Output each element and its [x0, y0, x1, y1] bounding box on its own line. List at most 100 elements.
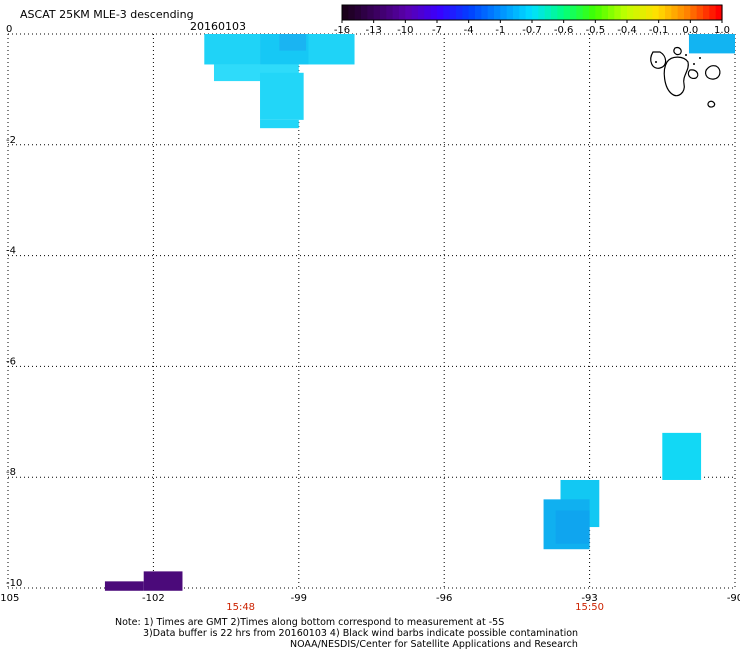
- colorbar-segment: [608, 5, 615, 20]
- x-tick-label: -90: [727, 593, 740, 604]
- colorbar-segment: [443, 5, 451, 20]
- y-tick-label: 0: [6, 24, 12, 35]
- colorbar: -16 -13 -10 -7 -4 -1 -0.7 -0.6 -0.5 -0.4 -0.1 0.0 1.…: [334, 4, 730, 36]
- y-tick-label: -2: [6, 135, 16, 146]
- colorbar-segment: [449, 5, 457, 20]
- swath-cell: [260, 72, 304, 120]
- colorbar-segment: [513, 5, 520, 20]
- colorbar-label: -0.4: [617, 25, 637, 36]
- x-tick-label: -105: [0, 593, 19, 604]
- y-tick-label: -4: [6, 246, 16, 257]
- colorbar-segment: [570, 5, 577, 20]
- colorbar-segment: [424, 5, 432, 20]
- x-tick-label: -102: [142, 593, 165, 604]
- swath-cell: [688, 34, 735, 54]
- swath-cell: [662, 432, 702, 480]
- colorbar-segment: [475, 5, 482, 20]
- swath-cell: [279, 34, 307, 51]
- galapagos-coastline: [650, 46, 721, 108]
- colorbar-segment: [690, 5, 698, 20]
- y-tick-label: -6: [6, 356, 16, 367]
- swath-cell: [104, 581, 144, 591]
- colorbar-segment: [418, 5, 425, 20]
- colorbar-segment: [481, 5, 489, 20]
- colorbar-segment: [677, 5, 685, 20]
- colorbar-segment: [646, 5, 653, 20]
- colorbar-segment: [456, 5, 463, 20]
- colorbar-segment: [354, 5, 362, 20]
- colorbar-segment: [652, 5, 660, 20]
- colorbar-segment: [348, 5, 356, 20]
- colorbar-segment: [709, 5, 717, 20]
- graticule: [7, 33, 736, 589]
- colorbar-segment: [506, 5, 514, 20]
- credit-line: NOAA/NESDIS/Center for Satellite Applica…: [290, 639, 578, 650]
- colorbar-segment: [487, 5, 495, 20]
- colorbar-segment: [399, 5, 406, 20]
- x-tick-label: -99: [291, 593, 307, 604]
- swath-cell: [308, 34, 355, 65]
- colorbar-segment: [544, 5, 552, 20]
- colorbar-label: -0.6: [554, 25, 574, 36]
- colorbar-segment: [367, 5, 375, 20]
- colorbar-segment: [392, 5, 400, 20]
- footnote-line-2: 3)Data buffer is 22 hrs from 20160103 4)…: [143, 628, 578, 639]
- colorbar-label: 0.0: [682, 25, 698, 36]
- colorbar-segment: [538, 5, 546, 20]
- colorbar-segment: [665, 5, 672, 20]
- colorbar-segment: [411, 5, 419, 20]
- colorbar-segment: [563, 5, 571, 20]
- colorbar-segment: [627, 5, 634, 20]
- colorbar-segment: [500, 5, 508, 20]
- y-tick-label: -8: [6, 467, 16, 478]
- colorbar-label: -16: [334, 25, 350, 36]
- colorbar-label: -4: [464, 25, 474, 36]
- colorbar-segment: [557, 5, 565, 20]
- colorbar-label: 1.0: [714, 25, 730, 36]
- colorbar-segment: [386, 5, 394, 20]
- colorbar-label: -7: [432, 25, 442, 36]
- colorbar-segment: [620, 5, 628, 20]
- colorbar-segment: [405, 5, 413, 20]
- figure-title: ASCAT 25KM MLE-3 descending: [20, 8, 194, 21]
- figure-date: 20160103: [190, 20, 246, 33]
- colorbar-label: -13: [365, 25, 381, 36]
- colorbar-segment: [601, 5, 609, 20]
- swath-cell: [204, 34, 261, 65]
- time-label: 15:48: [226, 602, 255, 613]
- colorbar-segment: [715, 5, 723, 20]
- colorbar-segment: [342, 5, 349, 20]
- footnote-line-1: Note: 1) Times are GMT 2)Times along bot…: [115, 617, 504, 628]
- swath-cell: [260, 119, 299, 129]
- x-tick-label: -96: [436, 593, 452, 604]
- colorbar-segment: [633, 5, 641, 20]
- colorbar-segment: [494, 5, 501, 20]
- colorbar-segment: [380, 5, 387, 20]
- colorbar-segment: [576, 5, 584, 20]
- colorbar-segment: [639, 5, 647, 20]
- colorbar-label: -10: [397, 25, 413, 36]
- colorbar-label: -0.7: [522, 25, 542, 36]
- colorbar-segment: [595, 5, 603, 20]
- colorbar-label: -0.5: [586, 25, 606, 36]
- colorbar-segment: [462, 5, 470, 20]
- colorbar-segment: [430, 5, 438, 20]
- colorbar-label: -1: [495, 25, 505, 36]
- time-label: 15:50: [575, 602, 604, 613]
- y-tick-label: -10: [6, 578, 22, 589]
- colorbar-segment: [373, 5, 381, 20]
- axis-tick-labels: -105 -102 -99 -96 -93 -90 0 -2 -4 -6 -8 -10: [0, 24, 740, 604]
- colorbar-segment: [658, 5, 666, 20]
- time-labels: 15:48 15:50: [226, 602, 604, 613]
- colorbar-segment: [437, 5, 444, 20]
- colorbar-segment: [684, 5, 691, 20]
- colorbar-segment: [468, 5, 476, 20]
- colorbar-label: -0.1: [649, 25, 669, 36]
- colorbar-segment: [361, 5, 368, 20]
- swath-cell: [143, 571, 183, 591]
- x-tick-label: -93: [581, 593, 597, 604]
- swath-cell: [555, 510, 590, 544]
- wind-swaths: [104, 34, 735, 591]
- colorbar-segment: [671, 5, 679, 20]
